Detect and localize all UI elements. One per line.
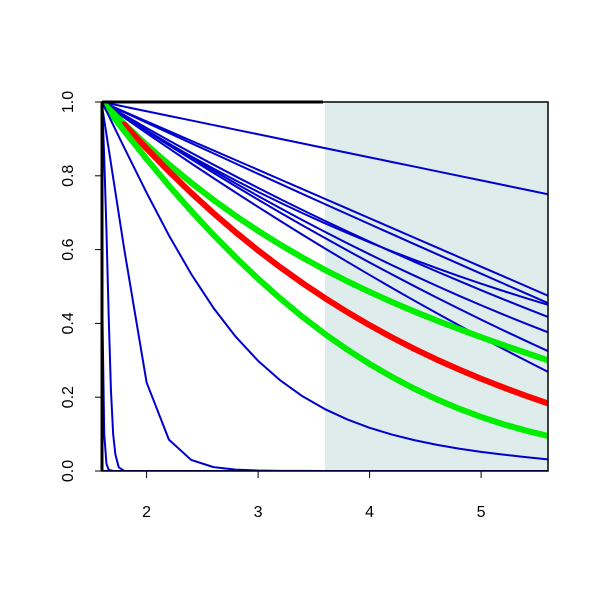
series-line-8 [102,102,548,364]
x-tick-label: 2 [142,504,151,521]
y-tick-label: 0.0 [60,460,77,482]
series-line-3 [102,102,548,318]
plot-frame [101,101,549,472]
series-line-10 [102,102,548,439]
series-line-15 [102,102,548,471]
series-line-1 [102,102,548,297]
x-axis: 2 3 4 5 [142,471,486,521]
x-tick-label: 5 [477,504,486,521]
series-line-11 [102,102,548,461]
x-tick-label: 4 [365,504,374,521]
series-line-0 [102,102,548,196]
y-tick-label: 0.2 [60,386,77,408]
y-tick-label: 0.8 [60,165,77,187]
series-line-7 [102,102,548,353]
series-layer [102,102,548,471]
y-tick-label: 0.6 [60,238,77,260]
x-tick-label: 3 [254,504,263,521]
y-tick-label: 1.0 [60,91,77,113]
series-line-9 [121,121,548,407]
y-tick-label: 0.4 [60,312,77,334]
series-line-5 [102,102,548,306]
y-axis: 0.0 0.2 0.4 0.6 0.8 1.0 [60,91,102,482]
series-line-2 [102,102,548,305]
